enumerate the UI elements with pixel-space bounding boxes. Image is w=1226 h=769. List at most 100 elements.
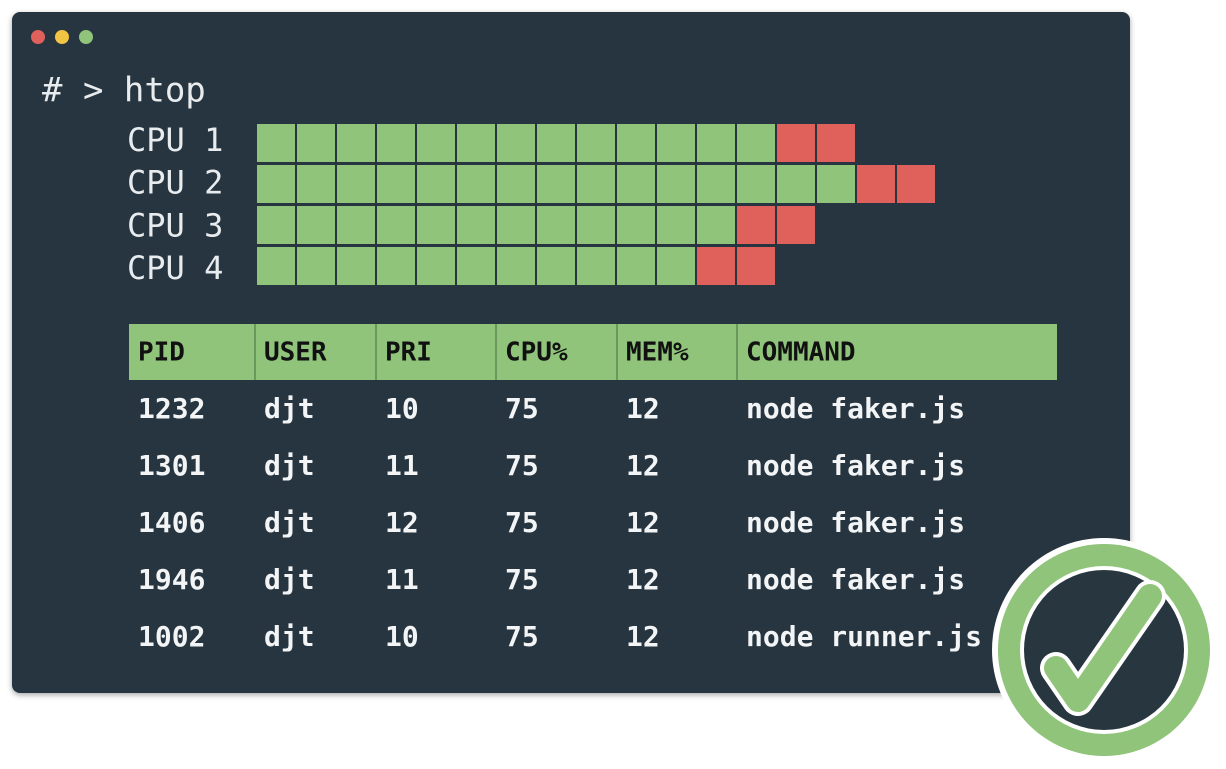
table-cell: 12	[626, 392, 660, 425]
column-header: PRI	[385, 338, 432, 368]
column-header: PID	[138, 338, 185, 368]
close-dot[interactable]	[31, 30, 45, 44]
table-cell: node faker.js	[746, 392, 965, 425]
table-cell: djt	[264, 620, 315, 653]
table-cell: 1002	[138, 620, 205, 653]
meter-block	[377, 124, 415, 162]
column-header: MEM%	[626, 338, 689, 368]
table-cell: node faker.js	[746, 563, 965, 596]
table-cell: djt	[264, 563, 315, 596]
table-cell: 75	[505, 506, 539, 539]
table-cell: 1946	[138, 563, 205, 596]
table-cell: 75	[505, 620, 539, 653]
meter-block	[417, 165, 455, 203]
meter-block	[297, 124, 335, 162]
meter-block	[697, 165, 735, 203]
cpu-label: CPU 1	[127, 121, 223, 159]
cpu-label: CPU 3	[127, 206, 223, 244]
table-cell: 10	[385, 620, 419, 653]
meter-block	[577, 247, 615, 285]
table-cell: 10	[385, 392, 419, 425]
meter-block	[457, 206, 495, 244]
table-header-bg	[129, 324, 1057, 380]
meter-block	[577, 206, 615, 244]
meter-block	[857, 165, 895, 203]
meter-block	[337, 165, 375, 203]
meter-block	[537, 247, 575, 285]
table-cell: node faker.js	[746, 449, 965, 482]
meter-block	[257, 206, 295, 244]
meter-block	[697, 124, 735, 162]
meter-block	[617, 165, 655, 203]
table-cell: 12	[626, 563, 660, 596]
meter-block	[657, 206, 695, 244]
meter-block	[497, 124, 535, 162]
cpu-meters: CPU 1 CPU 2 CPU 3 CPU 4	[127, 121, 935, 287]
column-header: USER	[264, 338, 327, 368]
table-cell: djt	[264, 392, 315, 425]
table-cell: djt	[264, 506, 315, 539]
meter-block	[817, 165, 855, 203]
table-cell: 1301	[138, 449, 205, 482]
meter-block	[737, 206, 775, 244]
meter-block	[777, 124, 815, 162]
table-cell: 11	[385, 449, 419, 482]
meter-block	[417, 206, 455, 244]
meter-block	[377, 247, 415, 285]
check-badge	[992, 538, 1216, 762]
table-cell: 12	[626, 506, 660, 539]
check-mark	[1044, 584, 1162, 712]
cpu-label: CPU 2	[127, 164, 223, 202]
table-cell: 12	[626, 620, 660, 653]
meter-block	[337, 247, 375, 285]
meter-block	[617, 206, 655, 244]
meter-block	[577, 165, 615, 203]
meter-block	[817, 124, 855, 162]
meter-block	[297, 206, 335, 244]
table-cell: 12	[626, 449, 660, 482]
table-cell: 75	[505, 392, 539, 425]
meter-block	[417, 124, 455, 162]
meter-block	[337, 206, 375, 244]
table-cell: 75	[505, 563, 539, 596]
meter-block	[497, 247, 535, 285]
table-cell: 75	[505, 449, 539, 482]
meter-block	[457, 247, 495, 285]
column-header: COMMAND	[746, 338, 856, 368]
meter-block	[697, 206, 735, 244]
cpu-label: CPU 4	[127, 249, 223, 287]
meter-block	[697, 247, 735, 285]
meter-block	[617, 247, 655, 285]
meter-block	[777, 165, 815, 203]
meter-block	[657, 124, 695, 162]
meter-block	[417, 247, 455, 285]
prompt: # > htop	[42, 71, 206, 111]
column-header: CPU%	[505, 338, 568, 368]
table-cell: djt	[264, 449, 315, 482]
meter-block	[737, 165, 775, 203]
meter-block	[537, 124, 575, 162]
meter-block	[297, 165, 335, 203]
table-cell: 11	[385, 563, 419, 596]
meter-block	[337, 124, 375, 162]
process-table: PID USER PRI CPU% MEM% COMMAND 1232 djt 10 75 12 no…	[129, 324, 1057, 653]
meter-block	[537, 206, 575, 244]
maximize-dot[interactable]	[79, 30, 93, 44]
meter-block	[457, 165, 495, 203]
meter-block	[777, 206, 815, 244]
meter-block	[497, 206, 535, 244]
meter-block	[257, 124, 295, 162]
meter-block	[537, 165, 575, 203]
meter-block	[617, 124, 655, 162]
meter-block	[657, 247, 695, 285]
minimize-dot[interactable]	[55, 30, 69, 44]
meter-block	[897, 165, 935, 203]
table-cell: 12	[385, 506, 419, 539]
table-cell: node runner.js	[746, 620, 982, 653]
table-cell: 1406	[138, 506, 205, 539]
meter-block	[497, 165, 535, 203]
meter-block	[257, 165, 295, 203]
meter-block	[377, 165, 415, 203]
